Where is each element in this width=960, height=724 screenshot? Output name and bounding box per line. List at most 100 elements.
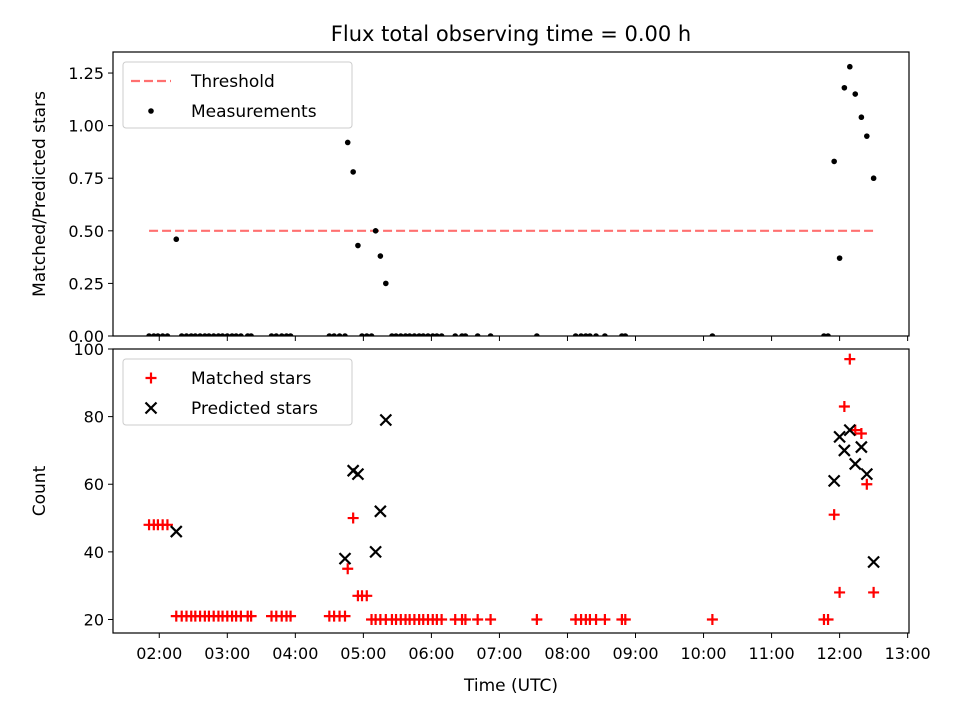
x-tick-label: 12:00 — [817, 644, 863, 663]
predicted-star-marker — [827, 474, 841, 488]
measurement-point — [397, 333, 404, 336]
x-tick-label: 10:00 — [680, 644, 726, 663]
x-tick-label: 06:00 — [408, 644, 454, 663]
matched-star-marker — [347, 512, 359, 524]
x-tick-label: 05:00 — [340, 644, 386, 663]
axes-frame — [112, 51, 910, 337]
measurement-point — [219, 333, 226, 336]
axes-top: 0.00 0.25 0.50 0.75 1.00 1.25 Matched/Predicte… — [30, 51, 910, 346]
measurement-point — [372, 228, 379, 234]
y-tick-label: 60 — [84, 475, 104, 494]
matched-star-marker — [838, 400, 850, 412]
y-tick-label: 0.25 — [68, 274, 104, 293]
legend-entry-label: Predicted stars — [191, 399, 318, 419]
measurement-point — [602, 333, 608, 336]
measurement-point — [344, 139, 351, 146]
matched-star-marker — [245, 610, 257, 622]
measurement-point — [587, 333, 593, 336]
measurement-point — [355, 242, 361, 249]
y-tick-label: 20 — [84, 610, 104, 629]
legend-measurements-swatch — [148, 108, 154, 114]
measurement-point — [593, 333, 599, 336]
y-axis-label: Matched/Predicted stars — [30, 91, 50, 297]
matched-star-marker — [339, 610, 351, 622]
legend-entry-label: Matched stars — [191, 369, 311, 389]
measurement-point — [622, 333, 629, 336]
measurement-point — [836, 255, 843, 261]
matched-star-marker — [285, 610, 297, 622]
measurement-point — [841, 84, 848, 91]
measurement-point — [224, 333, 231, 336]
plot-area — [146, 63, 877, 336]
matched-star-marker — [849, 424, 861, 436]
measurement-point — [420, 333, 427, 336]
measurement-point — [411, 333, 418, 336]
measurement-point — [847, 63, 853, 70]
y-tick-label: 80 — [84, 408, 104, 427]
matched-star-marker — [485, 613, 497, 625]
measurement-point — [425, 333, 431, 336]
measurement-point — [368, 333, 375, 336]
measurement-point — [452, 333, 459, 336]
measurement-point — [331, 333, 337, 336]
measurement-point — [178, 333, 185, 336]
measurement-point — [206, 333, 212, 336]
matched-star-marker — [844, 353, 856, 365]
measurement-point — [864, 133, 870, 139]
y-tick-label: 100 — [73, 340, 104, 359]
measurement-point — [164, 333, 171, 336]
predicted-star-marker — [379, 413, 393, 427]
legend-predicted-swatch — [144, 401, 158, 415]
measurement-point — [350, 169, 356, 175]
x-tick-label: 04:00 — [272, 644, 318, 663]
matched-star-marker — [619, 613, 631, 625]
measurement-point — [173, 236, 180, 243]
figure-title: Flux total observing time = 0.00 h — [331, 22, 691, 46]
measurement-point — [192, 333, 199, 336]
axes-frame — [112, 348, 910, 634]
predicted-star-marker — [860, 467, 874, 481]
measurement-point — [709, 333, 716, 336]
matched-star-marker — [436, 613, 448, 625]
measurement-point — [858, 114, 865, 121]
measurement-point — [197, 333, 203, 336]
measurement-point — [359, 333, 365, 336]
y-axis-label: Count — [30, 465, 50, 516]
predicted-star-marker — [369, 545, 382, 559]
predicted-star-marker — [374, 505, 387, 518]
plot-area — [143, 353, 880, 625]
legend: Threshold Measurements — [122, 61, 353, 129]
legend-matched-swatch — [145, 372, 157, 384]
predicted-star-marker — [838, 444, 851, 457]
measurement-point — [326, 333, 333, 336]
legend-entry-label: Threshold — [190, 72, 275, 92]
measurement-point — [487, 333, 494, 336]
x-tick-label: 09:00 — [612, 644, 658, 663]
measurement-point — [377, 253, 384, 259]
legend-box — [122, 358, 353, 426]
y-tick-label: 0.75 — [68, 169, 104, 188]
measurement-point — [238, 333, 244, 336]
measurement-point — [474, 333, 481, 336]
predicted-star-marker — [833, 430, 846, 444]
x-tick-label: 08:00 — [544, 644, 590, 663]
measurement-point — [210, 333, 217, 336]
matched-star-marker — [342, 563, 354, 575]
matched-star-marker — [599, 613, 611, 625]
measurement-point — [268, 333, 275, 336]
y-tick-label: 0.50 — [68, 222, 104, 241]
measurement-point — [462, 333, 469, 336]
predicted-star-marker — [338, 552, 352, 565]
matched-star-marker — [861, 478, 873, 490]
matched-star-marker — [361, 590, 373, 602]
x-tick-label: 13:00 — [885, 644, 931, 663]
predicted-star-marker — [351, 467, 365, 481]
measurement-point — [183, 333, 190, 336]
measurement-point — [155, 333, 161, 336]
matched-star-marker — [822, 613, 834, 625]
matched-star-marker — [161, 519, 173, 531]
matched-star-marker — [459, 613, 471, 625]
measurement-point — [438, 333, 445, 336]
measurement-point — [273, 333, 280, 336]
